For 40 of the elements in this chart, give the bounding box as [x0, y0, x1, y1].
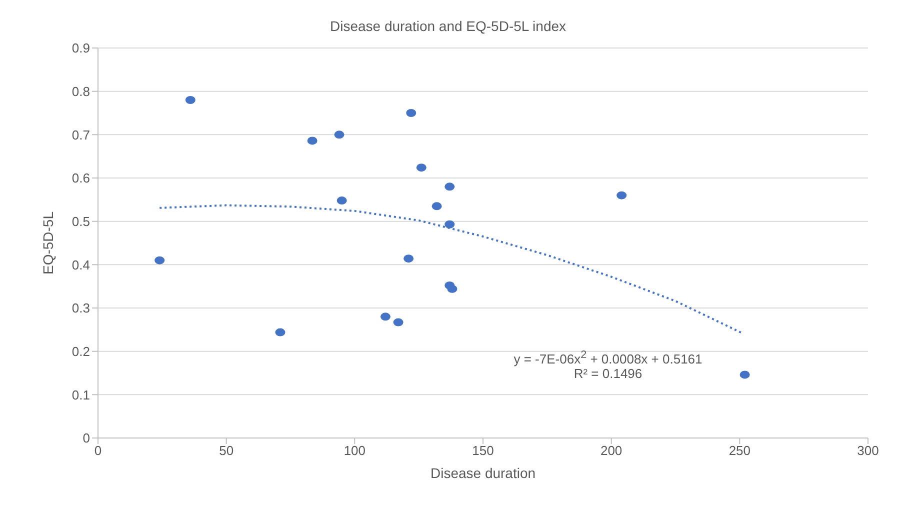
chart-title: Disease duration and EQ-5D-5L index: [328, 18, 568, 34]
annotation: R² = 0.1496: [572, 366, 644, 382]
y-tick-label: 0.3: [72, 300, 90, 316]
x-tick-label: 200: [600, 443, 622, 458]
annotation: y = -7E-06x$^{2}$ + 0.0008x + 0.5161: [512, 348, 704, 366]
y-tick-label: 0.1: [72, 387, 90, 402]
y-axis-title: EQ-5D-5L: [40, 211, 56, 275]
point: [185, 96, 196, 104]
point: [380, 312, 390, 321]
point: [404, 254, 414, 263]
x-tick-label: 300: [857, 443, 879, 458]
x-tick-label: 0: [94, 443, 102, 458]
line-series: [158, 204, 744, 334]
y-tick-label: 0.9: [72, 40, 90, 56]
point: [154, 256, 165, 264]
point: [275, 328, 286, 336]
x-tick-label: 250: [728, 443, 751, 458]
y-tick-label: 0.8: [72, 84, 90, 99]
x-tick-label: 150: [472, 443, 494, 458]
y-tick-label: 0.4: [72, 257, 90, 272]
point: [406, 109, 416, 117]
point: [393, 318, 404, 326]
point: [740, 370, 750, 379]
x-tick-label: 50: [219, 443, 234, 458]
point: [334, 130, 344, 139]
point: [416, 164, 426, 172]
y-tick-label: 0: [82, 430, 90, 446]
y-tick-label: 0.6: [72, 170, 90, 186]
x-axis-title: Disease duration: [430, 465, 536, 481]
point: [444, 182, 455, 191]
point: [447, 284, 458, 293]
point: [432, 202, 442, 210]
point: [336, 196, 347, 205]
x-tick-label: 100: [344, 443, 366, 458]
point: [616, 191, 627, 200]
y-tick-label: 0.7: [72, 127, 90, 142]
y-tick-label: 0.5: [72, 214, 90, 229]
point: [307, 136, 318, 145]
y-tick-label: 0.2: [72, 344, 90, 359]
point: [444, 220, 455, 228]
